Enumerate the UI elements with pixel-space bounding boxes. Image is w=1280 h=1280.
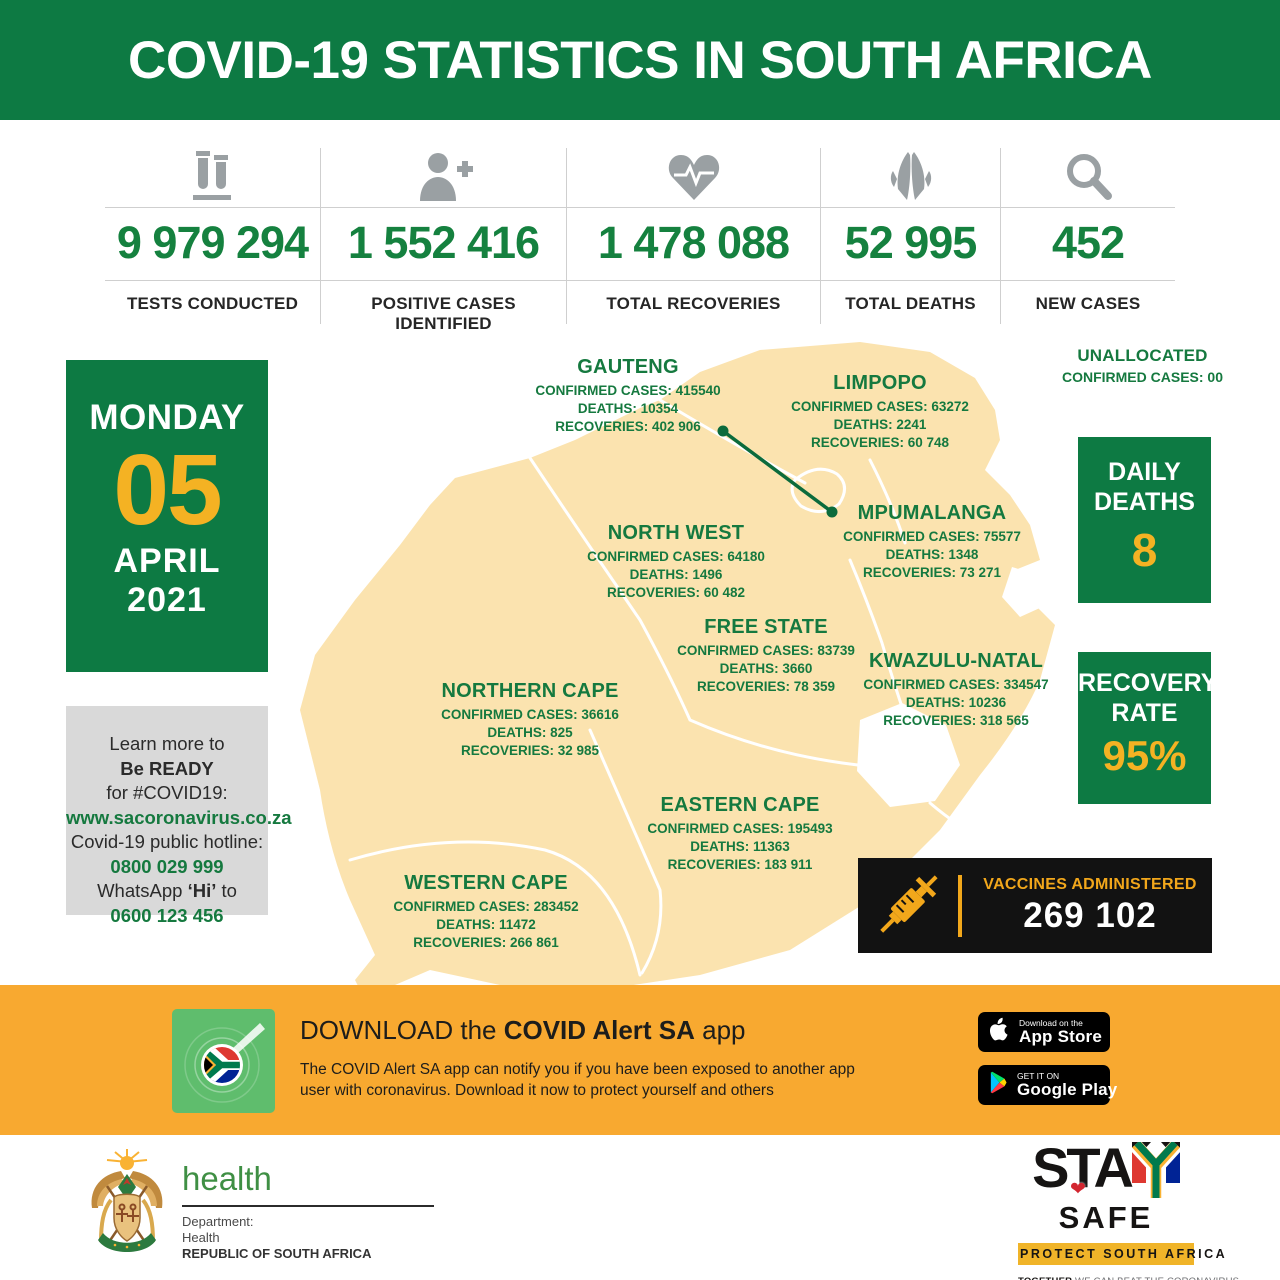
apple-icon (988, 1017, 1010, 1048)
praying-hands-icon (821, 148, 1000, 207)
heart-icon: ❤ (1070, 1179, 1086, 1200)
province-label-free-state: FREE STATE CONFIRMED CASES: 83739 DEATHS… (677, 616, 855, 694)
health-department-block: health Department: Health REPUBLIC OF SO… (182, 1160, 434, 1262)
province-label-western-cape: WESTERN CAPE CONFIRMED CASES: 283452 DEA… (393, 872, 579, 950)
header-banner: COVID-19 STATISTICS IN SOUTH AFRICA (0, 0, 1280, 120)
eswatini-cutout (1002, 567, 1042, 617)
safe-text: SAFE (1058, 1200, 1154, 1235)
daily-deaths-value: 8 (1131, 524, 1158, 576)
stay-safe-logo: STA ❤ SAFE PROTECT SOUTH AFRICA TOGETHER… (1018, 1136, 1239, 1280)
stat-new-cases: 452 NEW CASES (1001, 148, 1175, 324)
info-line: Be READY (120, 757, 214, 779)
tests-value: 9 979 294 (105, 207, 320, 281)
info-line: Learn more to (109, 733, 225, 754)
info-line: for #COVID19: (106, 782, 228, 803)
banner-title: DOWNLOAD the COVID Alert SA app (300, 1015, 746, 1045)
deaths-value: 52 995 (821, 207, 1000, 281)
covid-alert-app-icon (172, 1009, 275, 1118)
recovery-rate-box: RECOVERY RATE 95% (1078, 652, 1217, 804)
day-name: MONDAY (89, 398, 245, 437)
tests-label: TESTS CONDUCTED (126, 294, 299, 313)
protect-south-africa-bar: PROTECT SOUTH AFRICA (1018, 1243, 1225, 1265)
app-store-badge[interactable]: Download on the App Store (978, 1012, 1110, 1052)
play-triangle-icon (988, 1071, 1008, 1099)
info-line: Covid-19 public hotline: (70, 831, 264, 852)
divider (958, 874, 962, 937)
heart-pulse-icon (567, 148, 820, 207)
banner-description: The COVID Alert SA app can notify you if… (300, 1061, 855, 1099)
stay-text: STA (1032, 1136, 1134, 1199)
gauteng-leader-line (717, 425, 838, 518)
daily-deaths-box: DAILY DEATHS 8 (1078, 437, 1211, 603)
page-title: COVID-19 STATISTICS IN SOUTH AFRICA (128, 30, 1152, 90)
test-tubes-icon (105, 148, 320, 207)
new-cases-label: NEW CASES (1035, 294, 1141, 313)
whatsapp-line: WhatsApp ‘Hi’ to (97, 880, 237, 901)
health-logo-text: health (182, 1160, 272, 1197)
province-borders (348, 398, 992, 977)
month: APRIL (113, 542, 221, 580)
province-label-north-west: NORTH WEST CONFIRMED CASES: 64180 DEATHS… (587, 522, 765, 600)
magnifier-icon (1001, 148, 1175, 207)
positive-cases-value: 1 552 416 (321, 207, 566, 281)
year: 2021 (127, 581, 207, 619)
day-number: 05 (113, 434, 222, 546)
positive-cases-label: POSITIVE CASES IDENTIFIED (371, 294, 516, 333)
flag-y-icon (1129, 1140, 1183, 1203)
south-africa-map (300, 342, 1055, 1000)
hotline-number: 0800 029 999 (110, 855, 224, 877)
date-box: MONDAY 05 APRIL 2021 (66, 360, 268, 672)
province-label-limpopo: LIMPOPO CONFIRMED CASES: 63272 DEATHS: 2… (791, 372, 969, 450)
province-label-gauteng: GAUTENG CONFIRMED CASES: 415540 DEATHS: … (535, 356, 721, 434)
province-label-kwazulu-natal: KWAZULU-NATAL CONFIRMED CASES: 334547 DE… (863, 650, 1049, 728)
person-plus-icon (321, 148, 566, 207)
lesotho-cutout (857, 703, 960, 807)
vaccines-value: 269 102 (1023, 895, 1157, 935)
province-label-northern-cape: NORTHERN CAPE CONFIRMED CASES: 36616 DEA… (441, 680, 619, 758)
recoveries-label: TOTAL RECOVERIES (606, 294, 781, 313)
national-stats-row: 9 979 294 TESTS CONDUCTED 1 552 416 POSI… (105, 148, 1175, 333)
province-label-eastern-cape: EASTERN CAPE CONFIRMED CASES: 195493 DEA… (647, 794, 833, 872)
vaccines-label: VACCINES ADMINISTERED (983, 875, 1197, 893)
unallocated-label: UNALLOCATED CONFIRMED CASES: 00 (1061, 346, 1224, 385)
recoveries-value: 1 478 088 (567, 207, 820, 281)
coat-of-arms (85, 1148, 169, 1271)
province-label-mpumalanga: MPUMALANGA CONFIRMED CASES: 75577 DEATHS… (843, 502, 1021, 580)
deaths-label: TOTAL DEATHS (845, 294, 976, 313)
google-play-badge[interactable]: GET IT ON Google Play (978, 1065, 1117, 1105)
stat-tests: 9 979 294 TESTS CONDUCTED (105, 148, 321, 324)
divider (182, 1205, 434, 1207)
recovery-rate-value: 95% (1102, 732, 1187, 779)
stat-recoveries: 1 478 088 TOTAL RECOVERIES (567, 148, 821, 324)
sacoronavirus-link[interactable]: www.sacoronavirus.co.za (66, 806, 292, 828)
new-cases-value: 452 (1001, 207, 1175, 281)
vaccines-box: VACCINES ADMINISTERED 269 102 (858, 858, 1212, 953)
stat-deaths: 52 995 TOTAL DEATHS (821, 148, 1001, 324)
syringe-icon (868, 861, 952, 950)
together-tagline: TOGETHER WE CAN BEAT THE CORONAVIRUS (1018, 1276, 1239, 1280)
whatsapp-number: 0600 123 456 (110, 904, 224, 926)
stat-positive-cases: 1 552 416 POSITIVE CASES IDENTIFIED (321, 148, 567, 333)
app-download-banner: DOWNLOAD the COVID Alert SA app The COVI… (0, 985, 1280, 1135)
info-box: Learn more to Be READY for #COVID19: www… (66, 706, 292, 926)
